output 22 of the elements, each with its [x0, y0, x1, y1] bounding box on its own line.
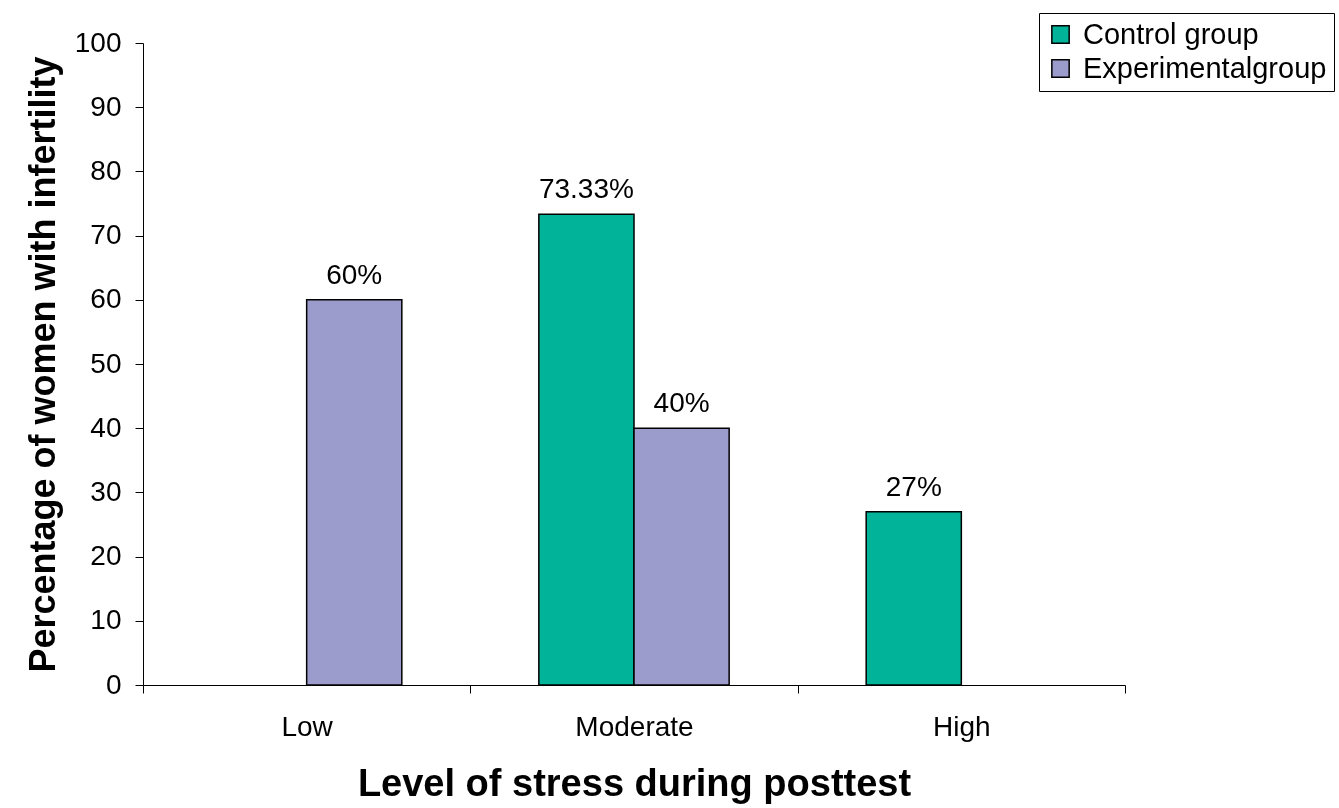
y-tick-label: 40 [90, 411, 122, 443]
y-tick-label: 10 [90, 604, 122, 636]
y-tick-label: 90 [90, 90, 122, 122]
y-tick-label: 20 [90, 540, 122, 572]
x-axis-title: Level of stress during posttest [357, 761, 912, 804]
y-tick-label: 30 [90, 475, 122, 507]
data-label: 73.33% [538, 173, 634, 205]
legend-label: Control group [1083, 17, 1259, 50]
data-label: 40% [653, 387, 710, 419]
y-tick-label: 70 [90, 219, 122, 251]
x-tick-label: Low [281, 710, 334, 742]
y-tick-label: 60 [90, 283, 122, 315]
data-label: 27% [885, 470, 942, 502]
y-tick-label: 50 [90, 347, 122, 379]
y-tick-label: 0 [105, 668, 122, 700]
y-axis-title: Percentage of women with infertility [21, 56, 63, 673]
legend-label: Experimentalgroup [1083, 51, 1327, 84]
x-tick-label: Moderate [575, 710, 694, 742]
y-tick-label: 100 [74, 26, 122, 58]
data-label: 60% [326, 258, 383, 290]
y-tick-label: 80 [90, 154, 122, 186]
x-tick-label: High [933, 710, 991, 742]
